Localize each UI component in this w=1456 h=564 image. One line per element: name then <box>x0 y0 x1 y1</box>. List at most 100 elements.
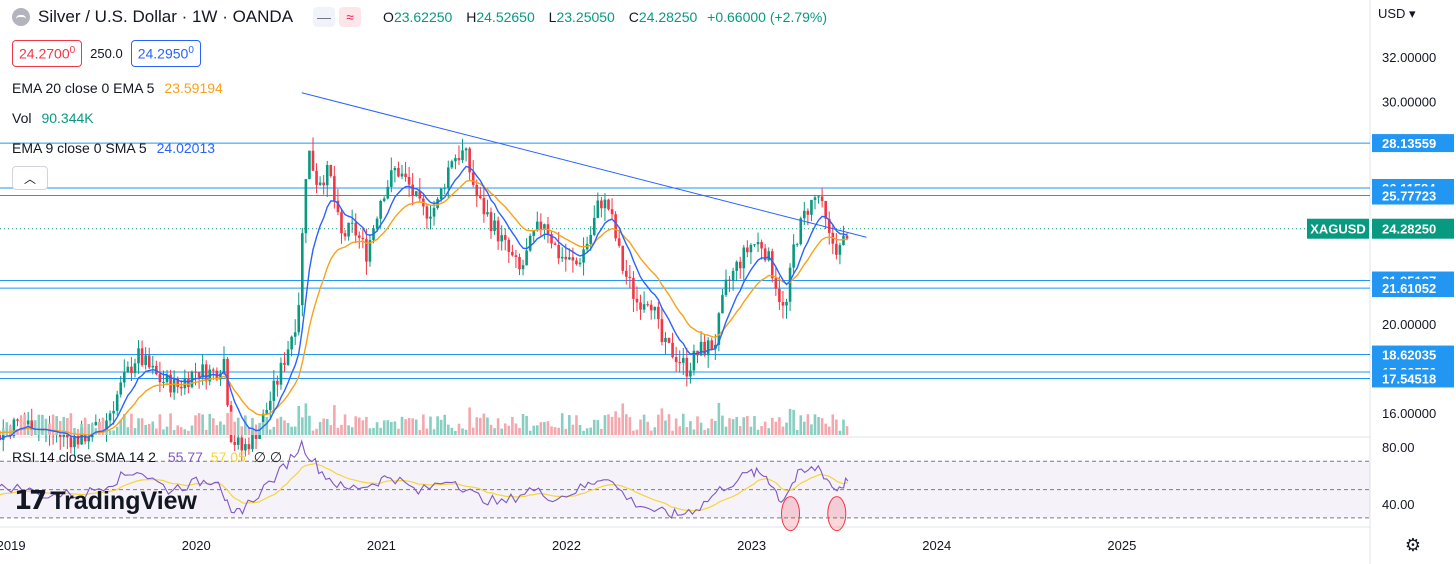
legend-ema9[interactable]: EMA 9 close 0 SMA 5 24.02013 <box>12 140 215 156</box>
candle-body <box>813 197 817 200</box>
candle-body <box>108 413 112 421</box>
volume-bar <box>105 429 108 435</box>
candle-body <box>592 217 596 235</box>
volume-bar <box>507 425 511 435</box>
candle-body <box>632 277 635 299</box>
candle-body <box>610 209 614 215</box>
candle-body <box>774 278 778 289</box>
buy-button[interactable]: 24.29500 <box>130 40 201 67</box>
volume-bar <box>560 413 564 435</box>
settings-gear-icon[interactable]: ⚙ <box>1404 535 1422 555</box>
volume-bar <box>41 414 44 435</box>
level-label-box <box>1372 279 1454 298</box>
volume-bar <box>446 424 450 435</box>
volume-bar <box>318 422 322 435</box>
candle-body <box>357 235 361 238</box>
volume-bar <box>386 420 390 435</box>
rsi-tick-label: 80.00 <box>1382 440 1415 455</box>
candle-body <box>340 212 343 234</box>
volume-bar <box>26 424 30 435</box>
volume-bar <box>16 429 19 435</box>
volume-bar <box>197 413 201 435</box>
volume-bar <box>130 413 133 435</box>
collapse-legend-button[interactable]: ︿ <box>12 166 48 190</box>
wave-icon[interactable]: ≈ <box>339 7 362 27</box>
candle-body <box>350 222 354 224</box>
candle-body <box>283 362 286 365</box>
volume-bar <box>450 427 454 435</box>
volume-bar <box>126 427 130 435</box>
volume-bar <box>699 422 703 435</box>
ask-price-sup: 0 <box>188 45 194 56</box>
candle-body <box>94 421 98 425</box>
volume-bar <box>735 417 738 435</box>
volume-bar <box>325 419 329 435</box>
y-tick-label: 30.00000 <box>1382 95 1436 110</box>
volume-bar <box>642 414 646 435</box>
candle-body <box>788 267 792 302</box>
candle-body <box>219 373 222 380</box>
candle-body <box>400 173 404 177</box>
candle-body <box>322 182 325 186</box>
volume-bar <box>493 428 496 435</box>
volume-bar <box>532 425 536 435</box>
candle-body <box>147 355 151 368</box>
volume-bar <box>429 416 432 435</box>
candle-body <box>144 355 147 366</box>
volume-bar <box>810 424 813 435</box>
candle-body <box>140 348 144 366</box>
volume-bar <box>108 430 112 435</box>
candle-body <box>58 433 62 437</box>
candle-body <box>692 350 696 371</box>
volume-bar <box>653 427 657 435</box>
open-value: 23.62250 <box>393 9 453 25</box>
candle-body <box>496 220 500 242</box>
collapse-minus-icon[interactable]: — <box>313 7 336 27</box>
currency-selector[interactable]: USD ▾ <box>1378 6 1416 21</box>
volume-bar <box>340 424 343 435</box>
candle-body <box>397 167 400 177</box>
volume-bar <box>600 428 603 435</box>
candle-body <box>414 191 418 196</box>
volume-bar <box>525 416 528 435</box>
candle-body <box>475 184 479 197</box>
symbol-tag-box <box>1307 218 1369 239</box>
volume-bar <box>268 429 272 435</box>
candle-body <box>197 372 201 378</box>
volume-bar <box>564 428 568 435</box>
candle-body <box>657 306 660 320</box>
volume-bar <box>23 414 26 435</box>
candle-body <box>835 243 838 255</box>
candle-body <box>286 349 290 365</box>
volume-bar <box>731 419 735 435</box>
ema20-value: 23.59194 <box>164 80 223 96</box>
legend-ema20[interactable]: EMA 20 close 0 EMA 5 23.59194 <box>12 80 223 96</box>
volume-bar <box>162 429 165 435</box>
volume-bar <box>528 430 532 435</box>
candle-body <box>664 337 667 343</box>
rsi-ma-value: 57.05 <box>210 449 246 465</box>
volume-bar <box>539 422 543 435</box>
volume-bar <box>496 418 500 435</box>
volume-bar <box>468 407 471 435</box>
vol-value: 90.344K <box>41 110 94 126</box>
volume-bar <box>76 430 80 435</box>
volume-bar <box>62 416 66 435</box>
candle-body <box>165 374 169 382</box>
legend-volume[interactable]: Vol 90.344K <box>12 110 94 126</box>
bid-price-sup: 0 <box>69 45 76 56</box>
candle-body <box>272 380 276 401</box>
volume-bar <box>831 414 835 435</box>
volume-bar <box>621 403 625 435</box>
legend-rsi[interactable]: RSI 14 close SMA 14 2 55.77 57.05 ∅ ∅ <box>12 449 282 466</box>
sell-button[interactable]: 24.27000 <box>12 40 83 67</box>
candle-body <box>781 302 785 306</box>
volume-bar <box>838 430 842 435</box>
candle-body <box>803 210 806 219</box>
candle-body <box>301 233 304 306</box>
symbol-title[interactable]: Silver / U.S. Dollar · 1W · OANDA <box>38 7 294 26</box>
volume-bar <box>443 414 447 435</box>
volume-bar <box>304 403 308 435</box>
volume-bar <box>286 422 290 435</box>
